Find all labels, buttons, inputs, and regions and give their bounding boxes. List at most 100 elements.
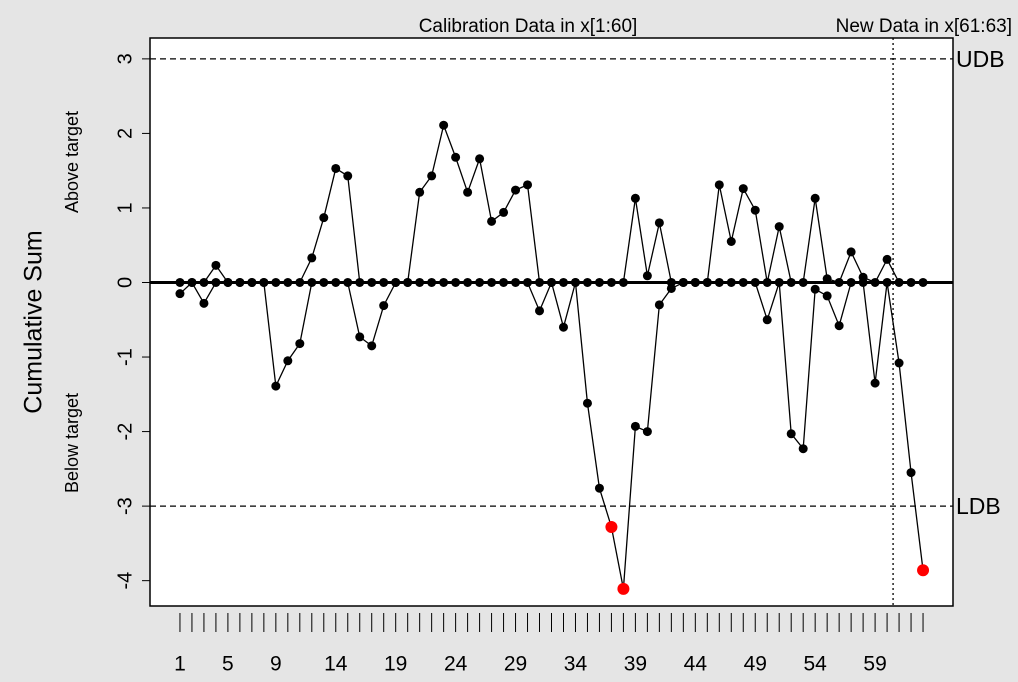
cusum-point: [415, 277, 425, 287]
cusum-point: [906, 468, 916, 478]
cusum-point: [211, 277, 221, 287]
cusum-point: [714, 180, 724, 190]
cusum-point: [199, 277, 209, 287]
y-tick-label: -1: [114, 348, 136, 366]
cusum-point: [187, 277, 197, 287]
cusum-point: [547, 277, 556, 287]
x-tick-label: 54: [803, 653, 827, 676]
cusum-point: [475, 154, 485, 164]
cusum-point: [558, 277, 568, 287]
cusum-point: [618, 277, 628, 287]
boundary-label: UDB: [956, 46, 1005, 72]
cusum-point: [535, 306, 545, 316]
cusum-point: [726, 277, 736, 287]
cusum-point: [917, 564, 930, 577]
plot-area: [149, 37, 954, 607]
cusum-point: [786, 429, 796, 439]
cusum-point: [822, 291, 832, 301]
cusum-point: [355, 277, 365, 287]
cusum-point: [630, 421, 640, 431]
cusum-point: [858, 277, 868, 287]
cusum-point: [702, 277, 712, 287]
cusum-point: [295, 277, 305, 287]
cusum-point: [175, 277, 185, 287]
cusum-point: [463, 277, 473, 287]
cusum-point: [558, 322, 568, 332]
cusum-point: [605, 520, 618, 533]
cusum-point: [642, 271, 652, 281]
x-tick-label: 59: [863, 653, 886, 676]
boundary-label: LDB: [956, 493, 1001, 519]
cusum-point: [798, 277, 808, 287]
cusum-point: [654, 218, 664, 228]
cusum-point: [211, 260, 221, 270]
x-tick-label: 29: [504, 653, 527, 676]
cusum-point: [379, 301, 389, 311]
cusum-point: [726, 236, 736, 246]
cusum-point: [523, 180, 533, 190]
cusum-point: [617, 582, 630, 595]
cusum-point: [786, 277, 796, 287]
cusum-point: [175, 289, 185, 299]
cusum-point: [894, 358, 904, 368]
cusum-point: [439, 277, 449, 287]
cusum-point: [714, 277, 724, 287]
cusum-point: [870, 277, 880, 287]
cusum-point: [415, 187, 425, 197]
cusum-point: [846, 247, 856, 257]
x-tick-label: 5: [222, 653, 234, 676]
cusum-point: [774, 277, 784, 287]
cusum-point: [283, 356, 293, 366]
cusum-point: [511, 185, 521, 195]
cusum-point: [487, 216, 497, 226]
cusum-point: [535, 277, 545, 287]
cusum-point: [247, 277, 257, 287]
cusum-point: [403, 277, 413, 287]
cusum-point: [834, 321, 844, 331]
cusum-point: [774, 222, 784, 232]
cusum-point: [319, 213, 329, 223]
cusum-point: [307, 253, 317, 263]
y-tick-label: 3: [114, 53, 136, 64]
cusum-point: [630, 193, 640, 203]
cusum-point: [678, 277, 688, 287]
cusum-point: [271, 277, 281, 287]
cusum-point: [307, 277, 317, 287]
calibration-label: Calibration Data in x[1:60]: [419, 16, 638, 37]
cusum-point: [906, 277, 916, 287]
cusum-point: [367, 341, 377, 351]
cusum-point: [762, 315, 772, 325]
cusum-point: [343, 277, 353, 287]
cusum-point: [367, 277, 377, 287]
cusum-point: [594, 277, 604, 287]
x-tick-label: 1: [174, 653, 186, 676]
cusum-point: [259, 277, 269, 287]
cusum-point: [882, 254, 892, 264]
x-tick-label: 34: [564, 653, 588, 676]
x-tick-label: 39: [624, 653, 647, 676]
cusum-point: [319, 277, 329, 287]
cusum-point: [606, 277, 616, 287]
cusum-point: [762, 277, 772, 287]
cusum-point: [738, 184, 748, 194]
y-tick-label: -2: [114, 423, 136, 441]
cusum-point: [379, 277, 389, 287]
cusum-point: [798, 444, 808, 454]
cusum-point: [642, 427, 652, 437]
upper-label: Above target: [62, 111, 82, 213]
y-tick-label: 2: [114, 128, 136, 139]
cusum-point: [295, 339, 305, 349]
x-tick-label: 14: [324, 653, 348, 676]
cusum-point: [499, 277, 509, 287]
cusum-point: [235, 277, 245, 287]
cusum-point: [331, 277, 341, 287]
cusum-point: [451, 152, 461, 162]
x-tick-label: 24: [444, 653, 468, 676]
x-tick-label: 9: [270, 653, 282, 676]
cusum-point: [582, 398, 592, 408]
cusum-point: [439, 120, 449, 130]
cusum-point: [750, 205, 760, 215]
cusum-point: [834, 277, 844, 287]
cusum-point: [355, 332, 365, 342]
